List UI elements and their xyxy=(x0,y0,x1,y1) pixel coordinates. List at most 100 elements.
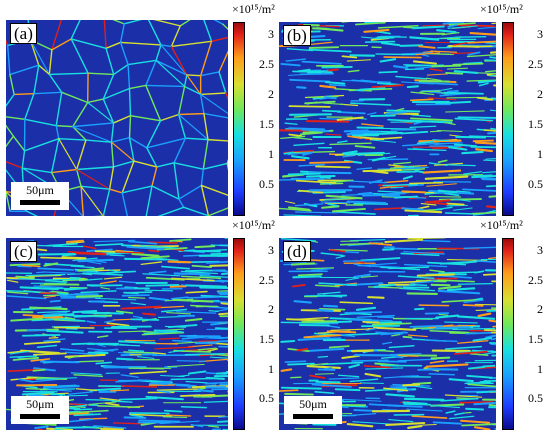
boundary-segment xyxy=(142,273,181,277)
boundary-segment xyxy=(371,322,412,326)
colorbar-tick-label: 3 xyxy=(537,242,543,257)
boundary-segment xyxy=(50,137,60,174)
boundary-segment xyxy=(412,60,438,65)
boundary-segment xyxy=(199,92,227,96)
boundary-segment xyxy=(308,171,352,175)
boundary-segment xyxy=(160,44,188,76)
boundary-segment xyxy=(128,349,145,353)
boundary-segment xyxy=(206,260,228,264)
boundary-segment xyxy=(334,88,372,92)
boundary-segment xyxy=(355,306,377,311)
boundary-segment xyxy=(448,146,468,151)
boundary-segment xyxy=(93,425,127,429)
colorbar-tick-label: 3 xyxy=(268,242,274,257)
boundary-segment xyxy=(443,192,460,197)
boundary-segment xyxy=(422,169,462,174)
boundary-segment xyxy=(206,348,219,352)
boundary-segment xyxy=(283,214,322,216)
boundary-segment xyxy=(491,22,496,25)
boundary-segment xyxy=(215,372,228,375)
boundary-segment xyxy=(30,358,51,362)
boundary-segment xyxy=(473,401,496,406)
boundary-segment xyxy=(37,310,71,314)
scale-bar-text-d: 50μm xyxy=(299,397,327,411)
boundary-segment xyxy=(388,418,414,423)
boundary-segment xyxy=(446,287,476,292)
boundary-segment xyxy=(472,337,493,342)
boundary-segment xyxy=(296,267,335,270)
boundary-segment xyxy=(455,135,487,139)
boundary-segment xyxy=(6,135,15,148)
boundary-segment xyxy=(377,25,419,29)
boundary-segment xyxy=(199,275,228,278)
boundary-segment xyxy=(299,22,328,24)
boundary-segment xyxy=(467,383,496,388)
boundary-segment xyxy=(43,283,80,286)
boundary-segment xyxy=(458,401,494,404)
boundary-segment xyxy=(494,428,496,430)
boundary-segment xyxy=(484,334,496,339)
boundary-segment xyxy=(454,117,494,122)
boundary-segment xyxy=(48,72,89,76)
boundary-segment xyxy=(74,408,93,411)
boundary-segment xyxy=(43,262,59,267)
boundary-segment xyxy=(416,205,430,210)
boundary-segment xyxy=(218,312,228,316)
boundary-segment xyxy=(76,168,82,188)
boundary-segment xyxy=(432,139,450,142)
boundary-segment xyxy=(288,105,331,108)
boundary-segment xyxy=(110,136,131,143)
boundary-segment xyxy=(72,126,113,143)
boundary-segment xyxy=(118,397,158,401)
boundary-segment xyxy=(418,304,450,307)
colorbar-tick-label: 1.5 xyxy=(259,117,274,131)
boundary-segment xyxy=(203,112,209,141)
boundary-segment xyxy=(302,151,314,156)
boundary-segment xyxy=(120,385,158,388)
boundary-segment xyxy=(457,340,489,344)
boundary-segment xyxy=(484,70,496,73)
colorbar-ticks-b: 3 2.5 2 1.5 1 0.5 xyxy=(519,22,543,214)
colorbar-tick-label: 1.5 xyxy=(259,331,274,346)
boundary-segment xyxy=(186,296,220,299)
boundary-segment xyxy=(286,318,325,322)
boundary-segment xyxy=(429,130,442,133)
boundary-segment xyxy=(123,20,142,25)
boundary-segment xyxy=(447,44,480,48)
boundary-segment xyxy=(364,372,382,378)
boundary-segment xyxy=(200,168,204,187)
boundary-segment xyxy=(58,317,86,322)
boundary-segment xyxy=(154,305,185,309)
boundary-segment xyxy=(129,114,162,122)
boundary-segment xyxy=(493,84,496,87)
boundary-segment xyxy=(409,98,434,102)
boundary-segment xyxy=(6,295,47,300)
boundary-segment xyxy=(356,314,395,318)
boundary-segment xyxy=(474,359,496,362)
boundary-segment xyxy=(176,360,206,362)
boundary-segment xyxy=(71,342,93,346)
boundary-segment xyxy=(219,292,228,296)
boundary-segment xyxy=(406,408,443,412)
colorbar-tick-label: 2 xyxy=(537,302,543,317)
colorbar-c xyxy=(233,238,245,430)
boundary-segment xyxy=(60,348,85,352)
boundary-segment xyxy=(29,39,50,75)
boundary-segment xyxy=(218,50,228,73)
boundary-segment xyxy=(7,291,29,295)
boundary-segment xyxy=(64,353,106,358)
micrograph-panel-d: (d) 50μm xyxy=(279,238,496,430)
boundary-segment xyxy=(345,277,360,281)
boundary-segment xyxy=(21,167,53,174)
boundary-segment xyxy=(394,107,405,112)
boundary-segment xyxy=(426,183,457,187)
colorbar-tick-label: 2.5 xyxy=(528,272,543,287)
boundary-segment xyxy=(155,59,186,88)
boundary-segment xyxy=(346,59,372,62)
boundary-segment xyxy=(380,155,397,160)
boundary-segment xyxy=(123,351,153,354)
boundary-segment xyxy=(191,264,212,269)
colorbar-tick-label: 1.5 xyxy=(528,331,543,346)
boundary-segment xyxy=(131,244,162,250)
boundary-segment xyxy=(283,151,295,155)
